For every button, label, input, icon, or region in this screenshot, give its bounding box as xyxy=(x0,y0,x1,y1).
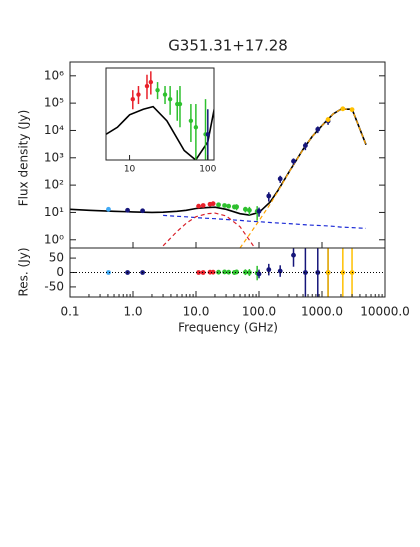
data-point xyxy=(266,267,272,273)
data-point xyxy=(226,203,232,209)
data-point xyxy=(266,193,272,199)
data-point xyxy=(130,96,135,102)
data-point xyxy=(340,270,346,275)
data-point xyxy=(277,176,283,182)
data-point xyxy=(106,206,111,212)
data-point xyxy=(222,203,227,208)
inset-x-tick-label: 10 xyxy=(124,165,136,175)
data-point xyxy=(155,87,160,93)
data-point xyxy=(216,202,221,208)
data-point xyxy=(144,83,150,89)
chart-title: G351.31+17.28 xyxy=(168,37,288,55)
x-tick-label: 100.0 xyxy=(242,305,276,319)
data-point xyxy=(148,79,154,85)
data-point xyxy=(325,117,331,122)
data-point xyxy=(106,270,111,275)
data-point xyxy=(218,28,222,32)
y-tick-label: 10² xyxy=(44,178,64,192)
y-tick-label: 10⁶ xyxy=(44,68,64,82)
x-tick-label: 10000.0 xyxy=(360,305,410,319)
y-axis-label: Flux density (Jy) xyxy=(17,110,31,207)
residual-axis-label: Res. (Jy) xyxy=(17,247,31,296)
data-point xyxy=(277,268,283,274)
data-point xyxy=(196,203,202,209)
data-point xyxy=(196,270,202,275)
data-point xyxy=(291,252,296,258)
inset-x-tick-label: 100 xyxy=(199,165,216,175)
y-tick-label: 10⁴ xyxy=(44,123,64,137)
data-point xyxy=(302,143,308,148)
main-panel xyxy=(70,106,367,248)
data-point xyxy=(140,208,145,214)
x-tick-label: 10.0 xyxy=(183,305,210,319)
data-point xyxy=(256,271,262,277)
data-point xyxy=(315,270,321,275)
data-point xyxy=(125,207,130,213)
data-point xyxy=(246,270,252,275)
data-point xyxy=(136,92,141,97)
inset-frame xyxy=(105,67,215,161)
data-point xyxy=(256,208,262,214)
data-point xyxy=(291,158,296,164)
data-point xyxy=(234,204,239,210)
x-axis-label: Frequency (GHz) xyxy=(178,321,278,335)
residual-tick-label: 50 xyxy=(49,251,64,265)
y-tick-label: 10⁵ xyxy=(44,96,64,110)
y-tick-label: 10¹ xyxy=(44,205,64,219)
inset-panel xyxy=(106,28,222,160)
data-point xyxy=(242,206,248,212)
data-point xyxy=(222,269,227,275)
model-curve xyxy=(106,105,214,160)
data-point xyxy=(200,203,206,208)
residual-tick-label: 0 xyxy=(56,265,64,279)
data-point xyxy=(210,201,216,207)
data-point xyxy=(226,269,232,275)
model-curve xyxy=(163,214,367,229)
data-point xyxy=(200,270,206,275)
data-point xyxy=(340,106,346,112)
data-point xyxy=(205,132,211,137)
data-point xyxy=(188,118,194,123)
y-tick-label: 10³ xyxy=(44,150,64,164)
model-curve xyxy=(162,212,256,248)
residual-tick-label: -50 xyxy=(44,279,64,293)
data-point xyxy=(167,96,173,102)
data-point xyxy=(193,125,199,130)
data-point xyxy=(242,269,248,275)
data-point xyxy=(315,126,321,132)
x-tick-label: 0.1 xyxy=(60,305,79,319)
data-point xyxy=(302,270,308,275)
data-point xyxy=(162,92,168,97)
x-tick-label: 1000.0 xyxy=(301,305,343,319)
y-tick-label: 10⁰ xyxy=(44,232,64,246)
residual-frame xyxy=(69,247,386,298)
data-point xyxy=(210,269,216,275)
data-point xyxy=(246,207,252,213)
data-point xyxy=(216,269,221,275)
x-tick-label: 1.0 xyxy=(123,305,142,319)
data-point xyxy=(234,269,239,275)
data-point xyxy=(177,101,183,107)
data-point xyxy=(349,107,355,112)
